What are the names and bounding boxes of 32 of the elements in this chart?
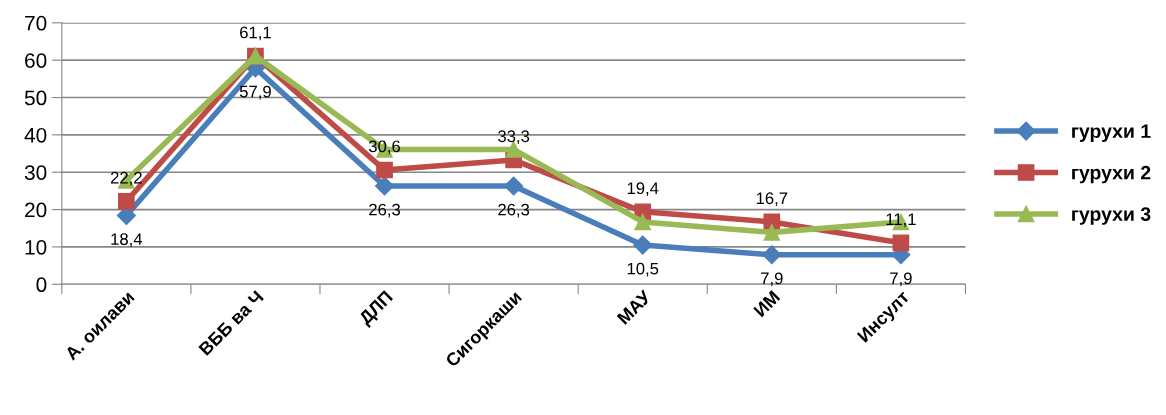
point [504,176,524,196]
data-label: 19,4 [627,182,659,197]
data-label: 26,3 [498,203,530,218]
y-tick-label: 70 [25,15,47,31]
y-tick-label: 40 [24,127,47,143]
y-tick-label: 20 [25,202,47,218]
data-label: 26,3 [369,203,401,218]
point [763,224,781,241]
y-tick-label: 30 [24,165,47,180]
legend-label: гурухи 2 [1072,165,1151,184]
y-tick-label: 0 [36,277,47,293]
point [118,193,135,210]
y-tick-label: 60 [25,53,47,68]
legend-label: гурухи 3 [1072,207,1151,225]
legend-label: гурухи 1 [1072,124,1151,142]
data-label: 10,5 [627,262,659,277]
y-tick-label: 50 [24,90,47,106]
point [634,213,652,231]
point [892,234,910,252]
data-label: 16,7 [756,192,788,207]
data-label: 7,9 [761,272,783,287]
point [633,235,653,255]
x-tick-label: ИМ [753,290,781,318]
point [374,176,395,196]
point [762,245,782,265]
y-tick-label: 10 [25,239,47,255]
data-label: 33,3 [498,130,530,145]
data-label: 61,1 [240,26,271,41]
data-label: 18,4 [111,233,143,247]
data-label: 7,9 [890,272,912,287]
data-label: 57,9 [239,85,271,100]
point [376,161,393,179]
